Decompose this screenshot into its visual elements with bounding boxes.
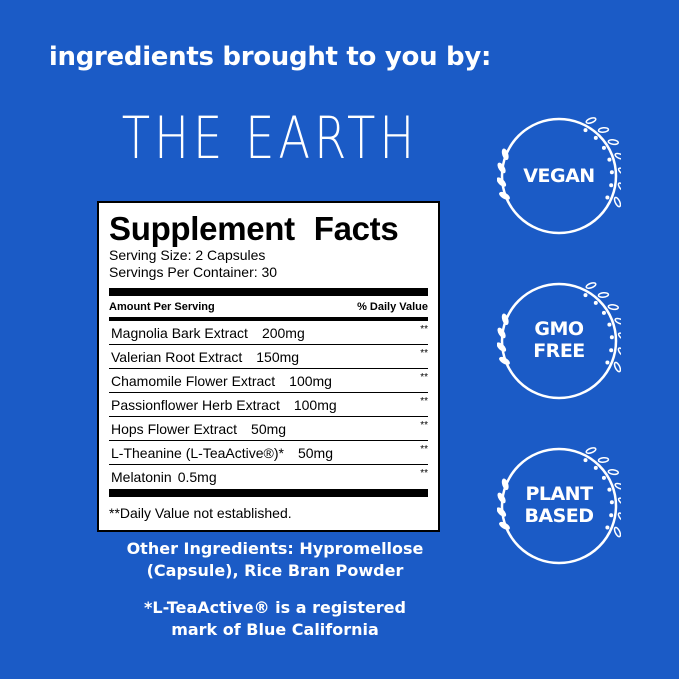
column-headers: Amount Per Serving % Daily Value xyxy=(109,296,428,317)
ingredient-row: Hops Flower Extract 50mg ** xyxy=(109,417,428,441)
ingredient-row: Melatonin 0.5mg ** xyxy=(109,465,428,489)
tagline: ingredients brought to you by: xyxy=(48,42,492,72)
daily-value: ** xyxy=(420,420,428,431)
ingredient-name-amount: Hops Flower Extract 50mg xyxy=(111,421,287,437)
daily-value: ** xyxy=(420,324,428,335)
daily-value: ** xyxy=(420,444,428,455)
ingredient-name-amount: Melatonin 0.5mg xyxy=(111,469,217,485)
badge-text: PLANT BASED xyxy=(524,483,594,527)
ingredient-name-amount: Chamomile Flower Extract 100mg xyxy=(111,373,332,389)
trademark-line: *L-TeaActive® is a registered xyxy=(144,598,406,617)
divider xyxy=(109,489,428,497)
ingredient-row: L-Theanine (L-TeaActive®)* 50mg ** xyxy=(109,441,428,465)
ingredient-row: Magnolia Bark Extract 200mg ** xyxy=(109,321,428,345)
ingredient-row: Chamomile Flower Extract 100mg ** xyxy=(109,369,428,393)
badge-text: GMO FREE xyxy=(533,318,585,362)
badge-text: VEGAN xyxy=(523,165,595,187)
ingredient-name-amount: Valerian Root Extract 150mg xyxy=(111,349,300,365)
amount-header: Amount Per Serving xyxy=(109,301,215,313)
servings-per-container: Servings Per Container: 30 xyxy=(109,264,278,280)
dv-header: % Daily Value xyxy=(357,301,428,313)
laurel-wreath-icon xyxy=(497,447,621,565)
ingredient-row: Passionflower Herb Extract 100mg ** xyxy=(109,393,428,417)
serving-size: Serving Size: 2 Capsules xyxy=(109,247,266,263)
supplement-facts-label: Supplement Facts Serving Size: 2 Capsule… xyxy=(97,201,440,532)
divider xyxy=(109,317,428,321)
badge-plant: PLANT BASED xyxy=(497,444,621,568)
daily-value: ** xyxy=(420,372,428,383)
laurel-wreath-icon xyxy=(497,282,621,400)
laurel-wreath-icon xyxy=(497,117,621,235)
daily-value: ** xyxy=(420,468,428,479)
label-title: Supplement Facts xyxy=(109,210,399,247)
daily-value: ** xyxy=(420,348,428,359)
ingredient-name-amount: Magnolia Bark Extract 200mg xyxy=(111,325,305,341)
other-ingredients-line: Other Ingredients: Hypromellose xyxy=(126,539,424,558)
divider xyxy=(109,288,428,296)
other-ingredients: Other Ingredients: Hypromellose (Capsule… xyxy=(90,538,460,582)
other-ingredients-line: (Capsule), Rice Bran Powder xyxy=(146,561,404,580)
daily-value: ** xyxy=(420,396,428,407)
trademark-line: mark of Blue California xyxy=(171,620,379,639)
title: THE EARTH xyxy=(121,104,419,172)
trademark-note: *L-TeaActive® is a registered mark of Bl… xyxy=(90,597,460,641)
ingredient-name-amount: Passionflower Herb Extract 100mg xyxy=(111,397,337,413)
ingredient-row: Valerian Root Extract 150mg ** xyxy=(109,345,428,369)
footnote: **Daily Value not established. xyxy=(109,505,292,521)
badge-vegan: VEGAN xyxy=(497,114,621,238)
badge-gmo: GMO FREE xyxy=(497,279,621,403)
ingredient-name-amount: L-Theanine (L-TeaActive®)* 50mg xyxy=(111,445,333,461)
